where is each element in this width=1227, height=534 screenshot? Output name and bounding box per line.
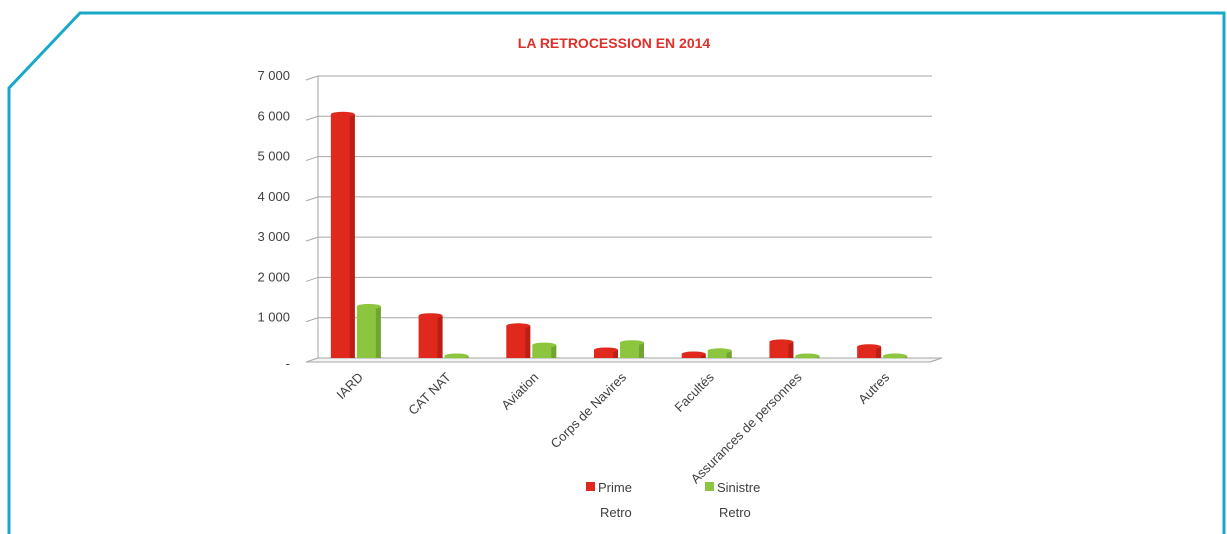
bar-prime-0	[330, 111, 355, 359]
gridline-edge	[305, 115, 319, 121]
bar-prime-5	[769, 339, 794, 358]
legend-label: Prime	[598, 480, 632, 495]
bar-sinistre-2	[532, 342, 557, 358]
bar-side	[551, 345, 557, 358]
x-tick-label: Facultés	[671, 369, 717, 415]
y-tick-label: 4 000	[257, 189, 290, 204]
bar-top	[532, 342, 557, 348]
y-tick-label: 1 000	[257, 310, 290, 325]
bar-prime-2	[506, 323, 531, 358]
bar-top	[330, 111, 355, 117]
legend-label: Retro	[600, 505, 632, 520]
bar-side	[437, 315, 443, 358]
gridline-edge	[305, 276, 319, 282]
bar	[707, 350, 732, 358]
bar-top	[444, 353, 469, 359]
legend-item-sinistre-retro: Sinistre Retro	[705, 480, 760, 520]
bar-sinistre-3	[620, 340, 644, 358]
y-tick-label: 3 000	[257, 229, 290, 244]
bar-top	[883, 353, 908, 359]
bar-top	[857, 344, 882, 350]
bar-sinistre-6	[883, 353, 908, 359]
bar-prime-3	[594, 347, 618, 358]
bar	[857, 346, 882, 358]
bar-top	[795, 353, 820, 359]
gridline-edge	[305, 236, 319, 242]
bar-side	[375, 306, 381, 358]
legend-swatch	[705, 482, 714, 491]
gridline-edge	[305, 156, 319, 162]
grid-layer	[305, 75, 932, 323]
bar-side	[700, 353, 706, 358]
chart-floor	[305, 357, 943, 363]
x-tick-label: CAT NAT	[405, 369, 453, 417]
bar-side	[525, 325, 531, 358]
bar-side	[726, 350, 732, 358]
bar-side	[876, 346, 882, 358]
bar-top	[418, 313, 443, 319]
bar-sinistre-4	[707, 348, 732, 358]
bar-sinistre-1	[444, 353, 469, 359]
bar-top	[356, 303, 381, 309]
axis-layer	[305, 76, 943, 363]
gridline-edge	[305, 196, 319, 202]
bar-top	[594, 347, 618, 353]
legend-swatch	[586, 482, 595, 491]
bar-top	[681, 351, 706, 357]
bar-prime-4	[681, 351, 706, 358]
legend-label: Sinistre	[717, 480, 760, 495]
bar-side	[639, 342, 644, 358]
y-tick-label: 2 000	[257, 269, 290, 284]
x-tick-label: IARD	[333, 370, 366, 403]
bar-top	[769, 339, 794, 345]
bar-side	[349, 114, 355, 359]
gridline-edge	[305, 75, 319, 81]
bar-top	[707, 348, 732, 354]
legend-label: Retro	[719, 505, 751, 520]
bar-side	[613, 349, 618, 358]
bar-prime-6	[857, 344, 882, 358]
x-tick-label: Aviation	[498, 370, 541, 413]
bar	[532, 345, 557, 358]
bar	[620, 342, 644, 358]
bar	[769, 341, 794, 358]
bar-prime-1	[418, 313, 443, 358]
chart-title: LA RETROCESSION EN 2014	[518, 35, 711, 51]
bar-sinistre-0	[356, 303, 381, 358]
y-tick-label: 5 000	[257, 149, 290, 164]
y-tick-label: -	[286, 356, 290, 371]
y-tick-label: 7 000	[257, 68, 290, 83]
bar-sinistre-5	[795, 353, 820, 359]
frame-border-line	[7, 11, 1226, 534]
bar-side	[788, 341, 794, 358]
bar-top	[506, 323, 531, 329]
x-tick-label: Corps de Navires	[547, 369, 629, 451]
gridline-edge	[305, 317, 319, 323]
legend: Prime Retro Sinistre Retro	[586, 480, 760, 520]
bar-top	[620, 340, 644, 346]
bar-layer	[330, 111, 908, 359]
x-tick-label: Autres	[855, 369, 893, 407]
y-tick-label: 6 000	[257, 108, 290, 123]
legend-item-prime-retro: Prime Retro	[586, 480, 632, 520]
bar	[594, 349, 618, 358]
